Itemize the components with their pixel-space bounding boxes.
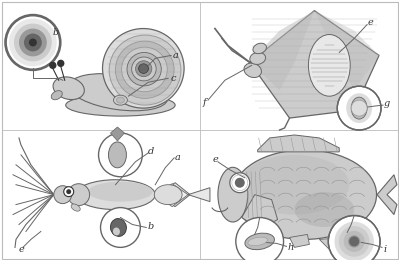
- Ellipse shape: [334, 222, 374, 261]
- Circle shape: [14, 23, 52, 61]
- Ellipse shape: [232, 150, 376, 239]
- Polygon shape: [110, 127, 124, 141]
- Ellipse shape: [114, 95, 127, 105]
- Circle shape: [29, 38, 37, 46]
- Ellipse shape: [110, 218, 126, 236]
- Ellipse shape: [248, 237, 268, 246]
- Ellipse shape: [240, 155, 349, 215]
- Circle shape: [98, 133, 142, 177]
- Text: h: h: [288, 243, 294, 252]
- Ellipse shape: [349, 236, 359, 246]
- Ellipse shape: [344, 231, 365, 252]
- Ellipse shape: [294, 192, 354, 227]
- Text: f: f: [203, 98, 207, 107]
- Circle shape: [19, 28, 47, 56]
- Ellipse shape: [351, 97, 367, 119]
- Circle shape: [337, 86, 381, 130]
- Text: e: e: [19, 245, 25, 254]
- Ellipse shape: [132, 57, 156, 81]
- Ellipse shape: [108, 142, 126, 168]
- Ellipse shape: [127, 52, 161, 86]
- Text: d: d: [148, 147, 154, 156]
- Circle shape: [64, 187, 74, 197]
- Polygon shape: [314, 11, 379, 90]
- Circle shape: [230, 173, 250, 193]
- Ellipse shape: [68, 184, 90, 206]
- Ellipse shape: [346, 93, 372, 123]
- Ellipse shape: [69, 74, 168, 111]
- Ellipse shape: [88, 182, 153, 201]
- Text: b: b: [147, 222, 154, 231]
- Text: i: i: [383, 245, 386, 254]
- Ellipse shape: [115, 41, 174, 98]
- Text: b: b: [53, 28, 59, 37]
- Polygon shape: [377, 175, 397, 215]
- Polygon shape: [155, 183, 190, 207]
- Text: a: a: [173, 51, 179, 60]
- Ellipse shape: [113, 228, 120, 235]
- Circle shape: [66, 189, 71, 194]
- Ellipse shape: [139, 64, 148, 73]
- Ellipse shape: [66, 94, 175, 116]
- Ellipse shape: [253, 43, 266, 54]
- Ellipse shape: [218, 167, 248, 222]
- Ellipse shape: [154, 185, 182, 205]
- Circle shape: [235, 178, 245, 188]
- Circle shape: [236, 217, 284, 261]
- Polygon shape: [250, 11, 379, 118]
- Text: e: e: [367, 18, 373, 27]
- Ellipse shape: [122, 47, 167, 92]
- Polygon shape: [155, 184, 188, 207]
- Ellipse shape: [51, 91, 62, 100]
- Polygon shape: [242, 195, 278, 229]
- Polygon shape: [188, 188, 210, 201]
- Ellipse shape: [136, 61, 152, 77]
- Circle shape: [58, 60, 64, 66]
- Circle shape: [24, 33, 42, 51]
- Ellipse shape: [54, 186, 72, 204]
- Ellipse shape: [76, 180, 155, 210]
- Circle shape: [50, 62, 56, 68]
- Text: e: e: [213, 155, 219, 164]
- Polygon shape: [290, 234, 310, 247]
- Ellipse shape: [339, 226, 370, 257]
- Polygon shape: [258, 135, 339, 152]
- Ellipse shape: [348, 235, 360, 247]
- Circle shape: [351, 100, 367, 116]
- Text: g: g: [384, 99, 390, 108]
- Ellipse shape: [109, 35, 181, 105]
- Text: a: a: [175, 153, 181, 162]
- Ellipse shape: [102, 28, 184, 108]
- Ellipse shape: [308, 34, 350, 96]
- Ellipse shape: [53, 77, 84, 99]
- Ellipse shape: [245, 233, 274, 250]
- Circle shape: [328, 216, 380, 261]
- Ellipse shape: [116, 97, 124, 103]
- Circle shape: [100, 207, 140, 247]
- Polygon shape: [319, 238, 349, 249]
- Text: c: c: [170, 74, 176, 83]
- Polygon shape: [250, 11, 314, 90]
- Ellipse shape: [244, 63, 262, 78]
- Circle shape: [5, 15, 61, 70]
- Ellipse shape: [71, 204, 80, 211]
- Ellipse shape: [250, 52, 266, 64]
- Circle shape: [9, 19, 57, 66]
